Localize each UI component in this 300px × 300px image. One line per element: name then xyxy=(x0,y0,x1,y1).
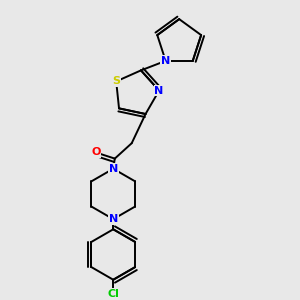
Text: N: N xyxy=(109,164,118,174)
Text: N: N xyxy=(154,85,164,95)
Text: N: N xyxy=(161,56,170,66)
Text: N: N xyxy=(109,214,118,224)
Text: S: S xyxy=(112,76,120,86)
Text: O: O xyxy=(91,147,100,158)
Text: Cl: Cl xyxy=(107,289,119,299)
